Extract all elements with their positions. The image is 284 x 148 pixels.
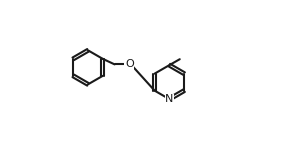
Text: O: O bbox=[125, 59, 134, 69]
Text: N: N bbox=[165, 94, 174, 104]
